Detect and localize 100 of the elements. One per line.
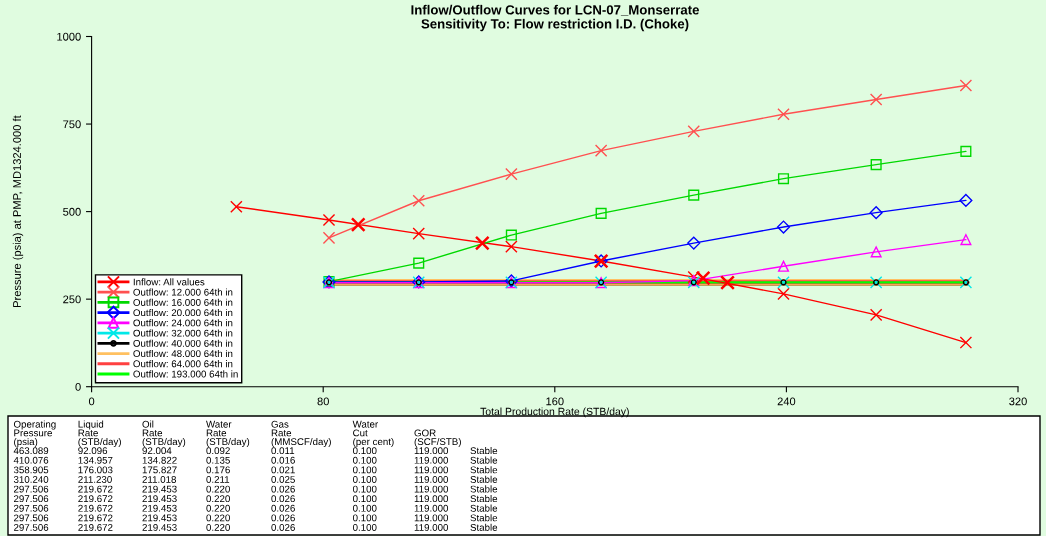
- text: 0.100: [352, 447, 377, 455]
- y-tick-label: 750: [63, 120, 81, 129]
- x-axis-title: Total Production Rate (STB/day): [480, 407, 629, 418]
- text: 0.220: [206, 524, 230, 531]
- text: Stable: [470, 514, 498, 522]
- text: 119.000: [414, 504, 449, 512]
- legend-label: Outflow: 40.000 64th in: [133, 339, 233, 347]
- text: 219.453: [142, 485, 177, 493]
- text: 0.220: [206, 495, 230, 503]
- y-tick-label: 250: [63, 295, 81, 304]
- text: 0.220: [206, 514, 230, 522]
- text: 119.000: [414, 466, 449, 474]
- text: 119.000: [414, 495, 449, 503]
- text: 92.096: [78, 447, 108, 455]
- chart-subtitle: Sensitivity To: Flow restriction I.D. (Choke): [421, 18, 689, 32]
- text: Water Cut (per cent): [352, 420, 394, 447]
- text: 463.089: [13, 447, 49, 455]
- x-tick-label: 80: [317, 397, 329, 406]
- text: 0.026: [271, 504, 295, 512]
- text: 211.230: [78, 476, 112, 483]
- legend-label: Outflow: 32.000 64th in: [133, 329, 233, 337]
- text: 0.176: [206, 466, 230, 474]
- text: 297.506: [13, 524, 49, 531]
- text: 0.100: [352, 524, 377, 531]
- x-tick-label: 320: [1009, 397, 1027, 406]
- text: 219.672: [78, 504, 113, 512]
- text: 134.822: [142, 456, 177, 464]
- text: 0.100: [352, 495, 377, 503]
- text: 92.004: [142, 447, 172, 455]
- text: 297.506: [13, 514, 49, 522]
- text: 0.025: [271, 476, 295, 483]
- chart-title: Inflow/Outflow Curves for LCN-07_Monserrate: [411, 4, 699, 17]
- text: 0.026: [271, 514, 295, 522]
- x-tick-label: 0: [88, 397, 95, 406]
- text: 119.000: [414, 514, 449, 522]
- text: 219.453: [142, 524, 177, 531]
- text: Stable: [470, 475, 498, 483]
- text: 119.000: [414, 456, 449, 464]
- text: Operating Pressure (psia): [13, 420, 56, 447]
- text: 119.000: [414, 524, 449, 531]
- text: 297.506: [13, 495, 49, 503]
- text: 176.003: [78, 466, 113, 474]
- legend-label: Outflow: 20.000 64th in: [133, 308, 233, 317]
- text: 175.827: [142, 466, 177, 474]
- text: 219.672: [78, 495, 113, 503]
- legend-label: Outflow: 64.000 64th in: [133, 360, 233, 368]
- x-tick-label: 160: [546, 397, 564, 406]
- text: 0.021: [271, 466, 295, 474]
- text: 0.092: [206, 447, 230, 455]
- text: Liquid Rate (STB/day): [78, 420, 121, 447]
- text: 0.100: [352, 476, 377, 483]
- text: 0.100: [352, 504, 377, 512]
- text: 410.076: [13, 456, 49, 464]
- text: 0.100: [352, 456, 377, 464]
- text: Stable: [470, 523, 498, 531]
- text: Stable: [470, 485, 498, 493]
- text: 211.018: [142, 476, 176, 483]
- text: Stable: [470, 494, 498, 503]
- text: 0.016: [271, 456, 295, 464]
- text: 297.506: [13, 504, 49, 512]
- x-tick-label: 240: [777, 397, 796, 406]
- text: Stable: [470, 446, 498, 455]
- text: 0.220: [206, 485, 230, 493]
- text: 0.100: [352, 485, 377, 493]
- text: GOR (SCF/STB): [414, 429, 461, 447]
- text: Oil Rate (STB/day): [142, 420, 186, 447]
- text: 0.211: [206, 476, 230, 483]
- text: 0.135: [206, 456, 230, 464]
- text: 134.957: [78, 456, 113, 464]
- text: Stable: [470, 456, 498, 464]
- legend-label: Inflow: All values: [133, 278, 205, 286]
- text: Stable: [470, 466, 498, 474]
- text: 0.026: [271, 524, 295, 531]
- text: 0.100: [352, 466, 377, 474]
- text: 119.000: [414, 476, 449, 483]
- y-tick-label: 1000: [57, 32, 81, 41]
- legend-label: Outflow: 48.000 64th in: [133, 349, 233, 358]
- text: 219.453: [142, 514, 177, 522]
- text: 0.026: [271, 485, 295, 493]
- text: 219.672: [78, 524, 113, 531]
- text: 310.240: [13, 476, 49, 483]
- legend-label: Outflow: 12.000 64th in: [133, 288, 233, 296]
- text: 219.453: [142, 495, 177, 503]
- legend-label: Outflow: 24.000 64th in: [133, 319, 233, 327]
- text: 0.220: [206, 504, 230, 512]
- text: 119.000: [414, 447, 449, 455]
- text: 219.672: [78, 514, 113, 522]
- y-tick-label: 0: [75, 382, 81, 391]
- text: 297.506: [13, 485, 49, 493]
- legend-label: Outflow: 193.000 64th in: [133, 370, 238, 378]
- text: Water Rate (STB/day): [206, 420, 250, 447]
- y-axis-title: Pressure (psia) at PMP, MD1324.000 ft: [12, 115, 24, 307]
- text: Stable: [470, 504, 498, 512]
- text: 219.453: [142, 504, 177, 512]
- text: 358.905: [13, 466, 49, 474]
- text: 0.100: [352, 514, 377, 522]
- text: 119.000: [414, 485, 449, 493]
- y-tick-label: 500: [63, 207, 81, 216]
- text: Gas Rate (MMSCF/day): [271, 420, 331, 447]
- legend-label: Outflow: 16.000 64th in: [133, 298, 233, 306]
